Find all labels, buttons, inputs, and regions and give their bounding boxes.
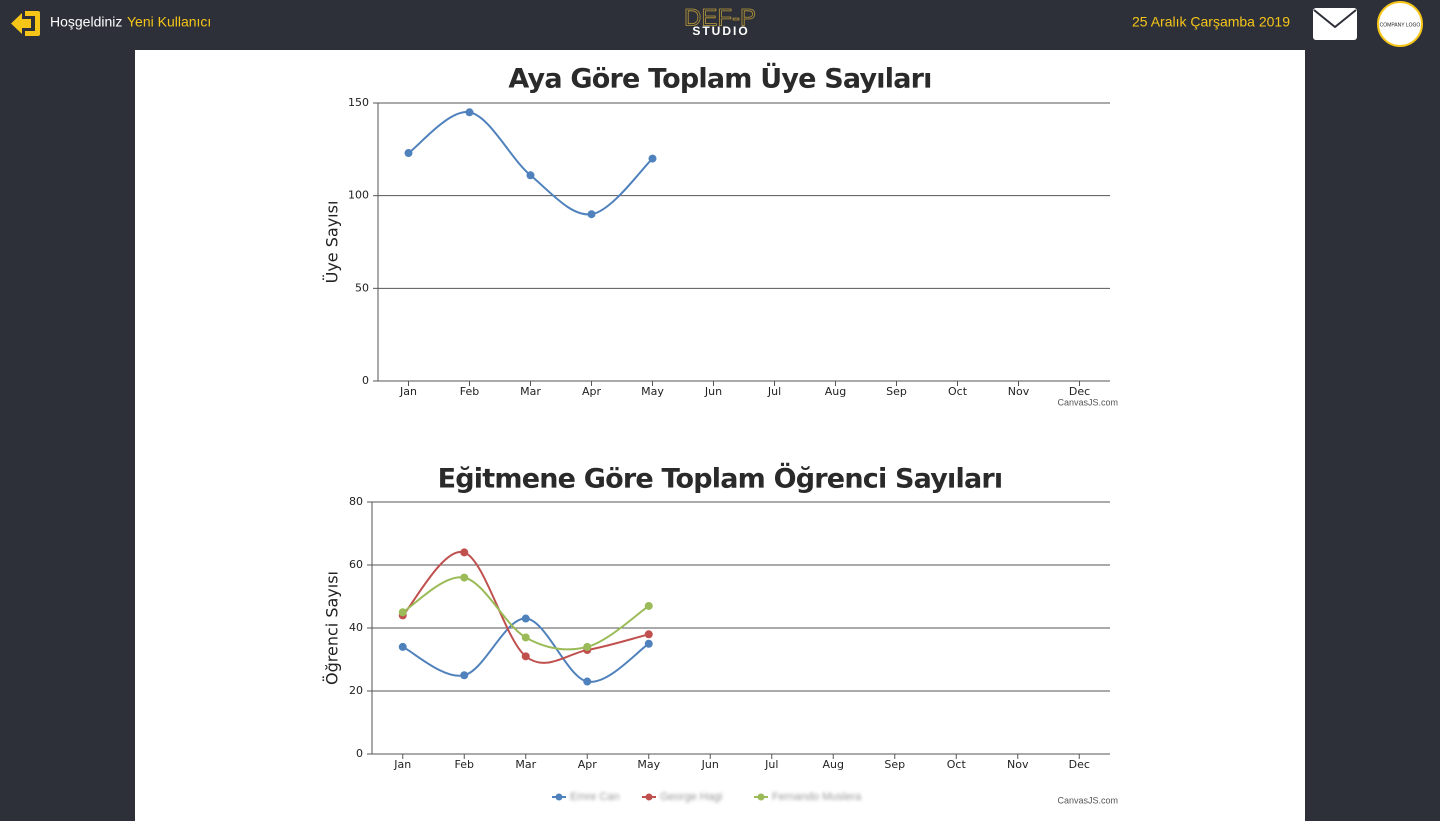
logo-subtext: STUDIO: [692, 24, 749, 38]
x-tick-label: Dec: [1069, 758, 1090, 771]
data-point: [583, 642, 592, 651]
x-tick-label: Apr: [578, 758, 598, 771]
legend-label: Fernando Muslera: [772, 791, 862, 803]
y-tick-label: 40: [349, 621, 363, 634]
x-tick-label: Mar: [520, 385, 541, 398]
welcome-text: Hoşgeldiniz: [50, 14, 122, 30]
y-tick-label: 60: [349, 558, 363, 571]
x-tick-label: Sep: [884, 758, 905, 771]
data-point: [460, 573, 469, 582]
data-point: [398, 642, 407, 651]
x-tick-label: Nov: [1008, 385, 1030, 398]
data-point: [460, 548, 469, 557]
x-tick-label: Feb: [460, 385, 479, 398]
chart-credit: CanvasJS.com: [1057, 397, 1118, 407]
company-logo[interactable]: COMPANY LOGO: [1377, 1, 1423, 47]
x-tick-label: Jan: [399, 385, 417, 398]
chart-credit: CanvasJS.com: [1057, 795, 1118, 805]
data-point: [404, 149, 413, 158]
x-tick-label: Jun: [704, 385, 722, 398]
legend-label: George Hagi: [660, 791, 722, 803]
data-point: [526, 171, 535, 180]
y-tick-label: 80: [349, 495, 363, 508]
x-tick-label: May: [637, 758, 660, 771]
y-tick-label: 20: [349, 684, 363, 697]
data-point: [398, 608, 407, 617]
x-tick-label: Aug: [825, 385, 846, 398]
x-tick-label: Mar: [515, 758, 536, 771]
legend-marker: [645, 793, 653, 801]
data-point: [644, 630, 653, 639]
data-point: [521, 633, 530, 642]
chart-title: Eğitmene Göre Toplam Öğrenci Sayıları: [438, 462, 1003, 495]
data-point: [587, 210, 596, 219]
data-point: [521, 652, 530, 661]
x-tick-label: May: [641, 385, 664, 398]
x-tick-label: Nov: [1007, 758, 1029, 771]
legend-marker: [757, 793, 765, 801]
x-tick-label: Jun: [701, 758, 719, 771]
data-point: [583, 677, 592, 686]
back-button[interactable]: [11, 11, 40, 36]
data-point: [521, 614, 530, 623]
y-tick-label: 150: [348, 96, 369, 109]
y-axis-label: Öğrenci Sayısı: [323, 571, 342, 685]
date: 25 Aralık Çarşamba 2019: [1132, 14, 1290, 30]
data-point: [648, 154, 657, 163]
x-tick-label: Oct: [947, 758, 967, 771]
y-tick-label: 0: [362, 374, 369, 387]
legend-marker: [555, 793, 563, 801]
series-line: [402, 551, 649, 664]
x-tick-label: Aug: [823, 758, 844, 771]
legend-label: Emre Can: [570, 791, 620, 803]
x-tick-label: Jul: [764, 758, 778, 771]
y-axis-label: Üye Sayısı: [323, 201, 342, 284]
data-point: [644, 601, 653, 610]
content-panel: [135, 50, 1305, 821]
data-point: [460, 671, 469, 680]
x-tick-label: Sep: [886, 385, 907, 398]
data-point: [465, 108, 474, 117]
x-tick-label: Oct: [948, 385, 968, 398]
y-tick-label: 50: [355, 281, 369, 294]
x-tick-label: Feb: [455, 758, 474, 771]
y-tick-label: 0: [356, 747, 363, 760]
logo-text: DEF-P: [684, 4, 756, 31]
user-name[interactable]: Yeni Kullanıcı: [127, 14, 211, 30]
company-logo-text: COMPANY LOGO: [1380, 22, 1421, 28]
y-tick-label: 100: [348, 189, 369, 202]
data-point: [644, 639, 653, 648]
x-tick-label: Jul: [767, 385, 781, 398]
x-tick-label: Dec: [1069, 385, 1090, 398]
header-bar: [0, 0, 1440, 48]
chart-title: Aya Göre Toplam Üye Sayıları: [508, 62, 931, 95]
x-tick-label: Jan: [393, 758, 411, 771]
mail-button[interactable]: [1313, 8, 1357, 40]
x-tick-label: Apr: [582, 385, 602, 398]
